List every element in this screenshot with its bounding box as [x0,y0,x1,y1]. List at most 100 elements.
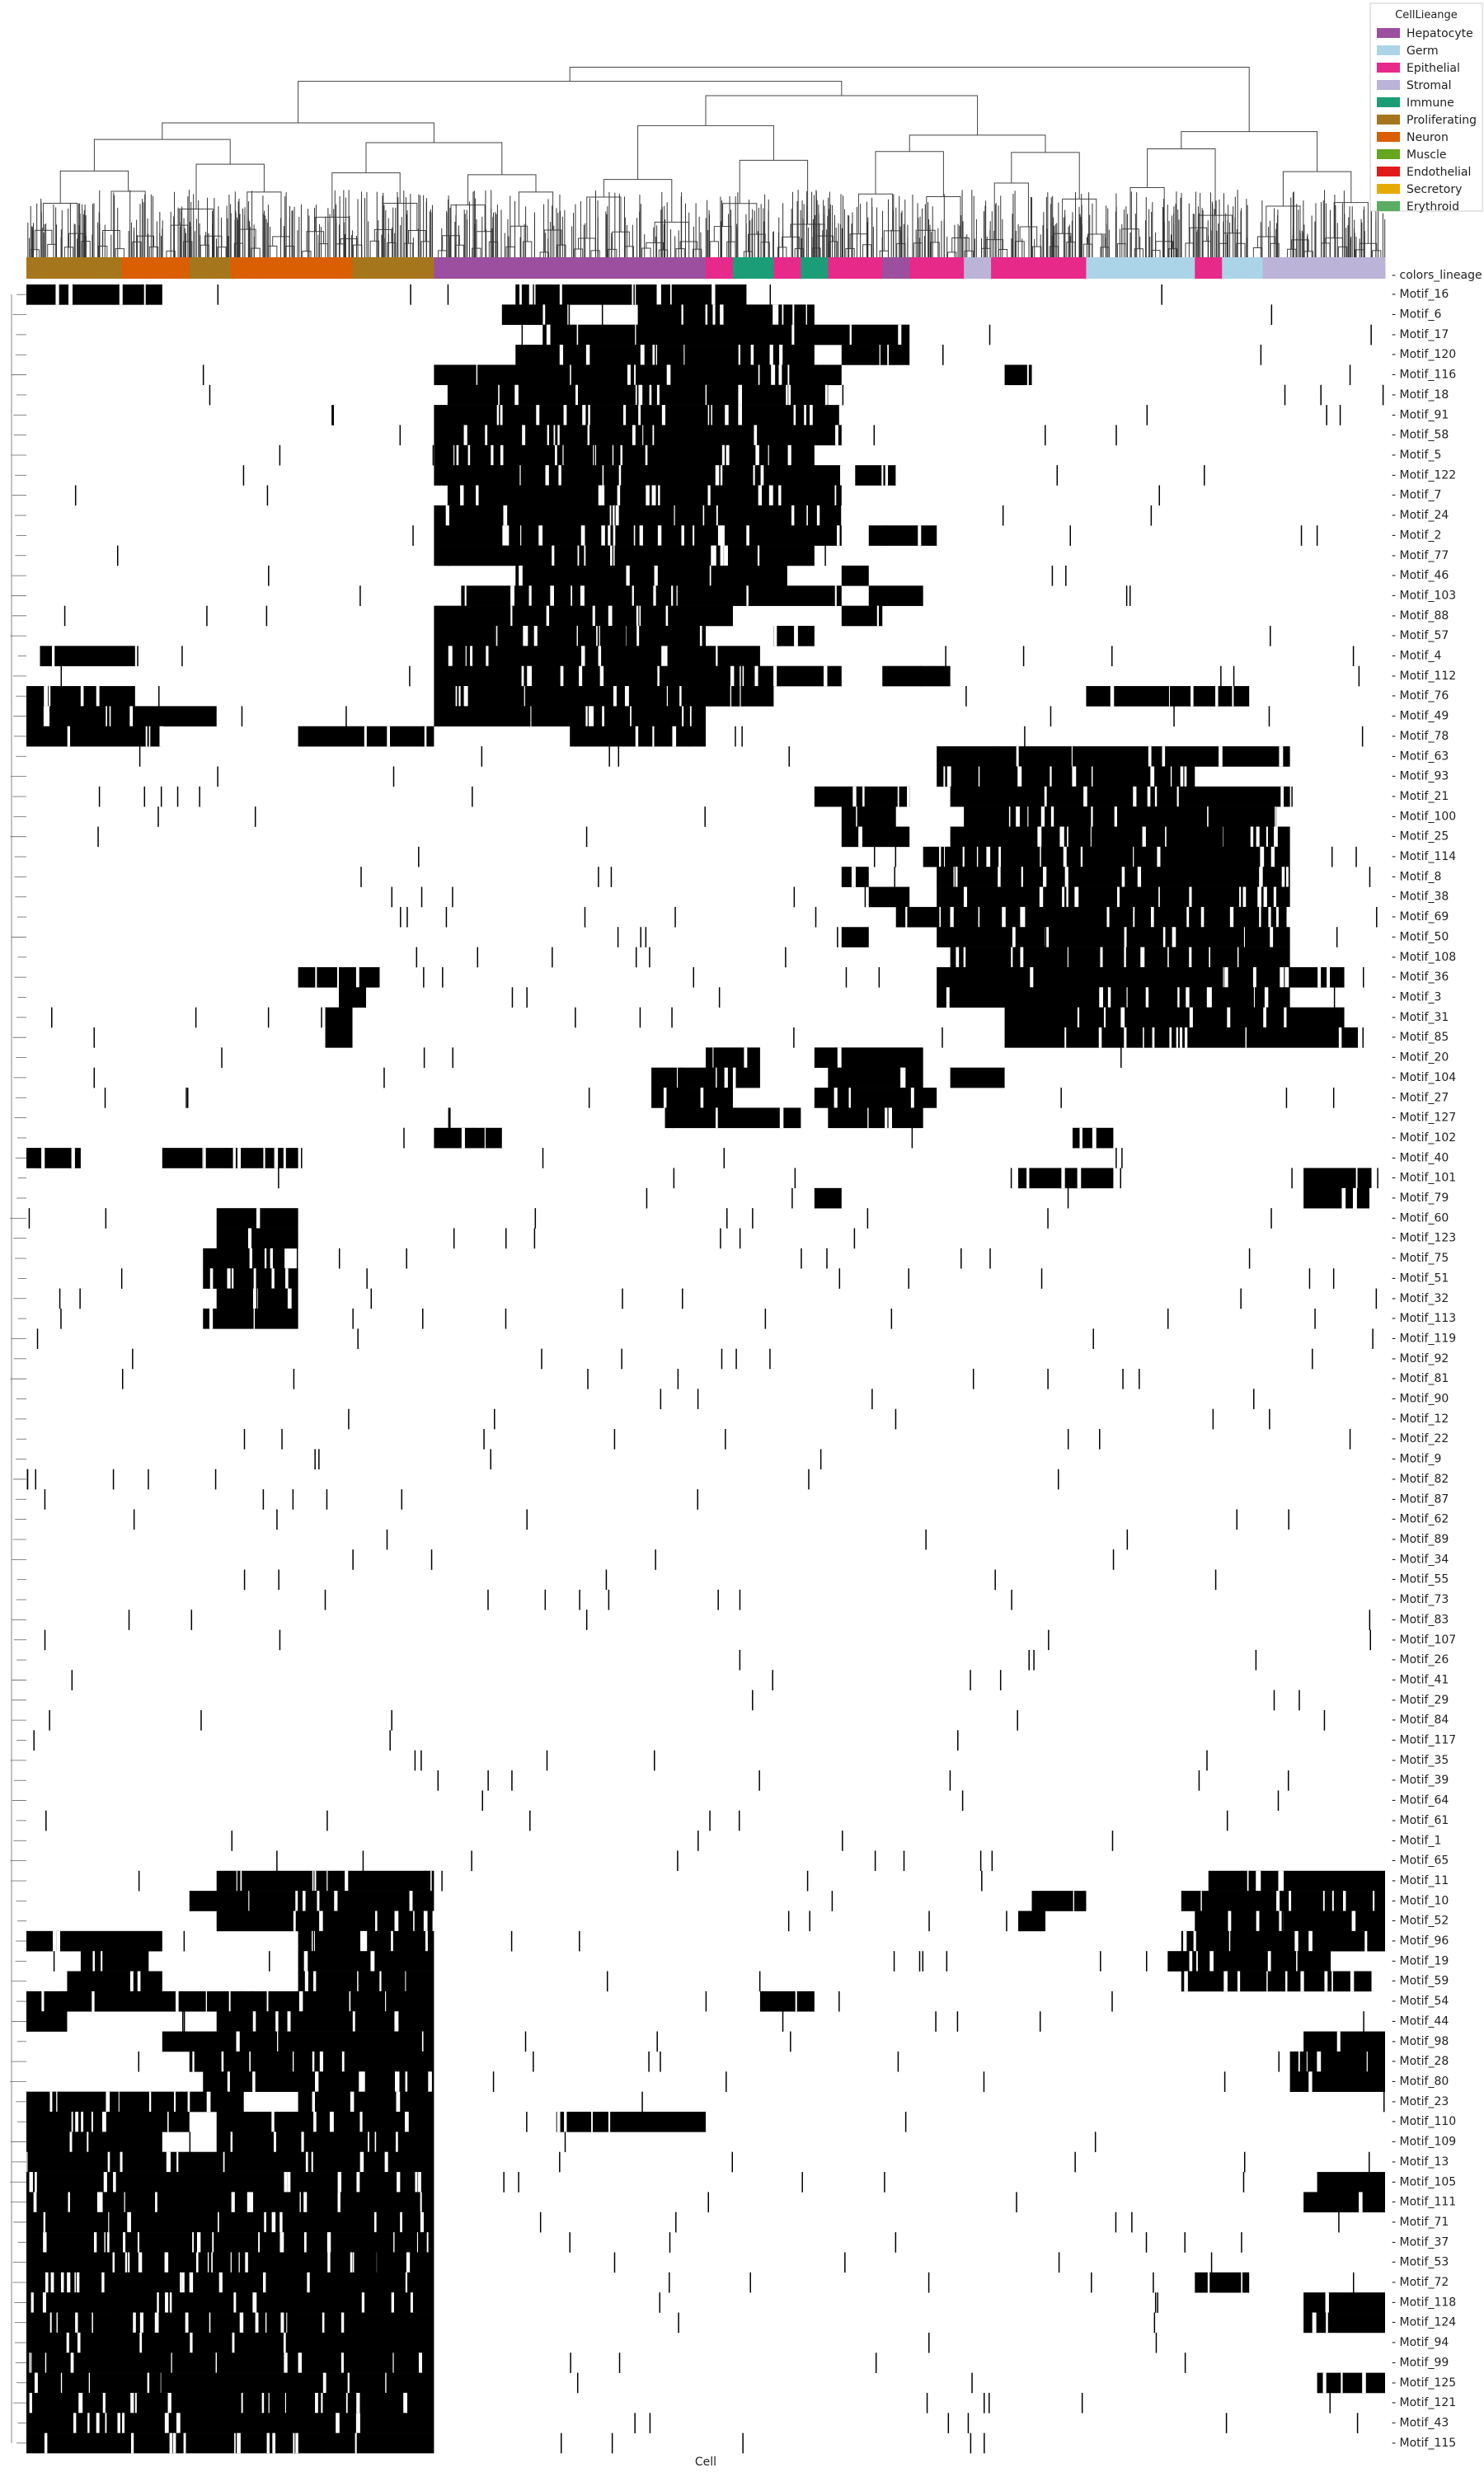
heatmap-tick [904,2112,907,2132]
heatmap-gap [608,525,611,546]
heatmap-gap [379,1971,382,1992]
heatmap-gap [779,1107,784,1129]
heatmap-gap [953,867,955,887]
row-label: - Motif_91 [1392,408,1449,421]
heatmap-gap [154,2312,159,2334]
heatmap-gap [613,505,615,526]
heatmap-gap [592,605,595,627]
heatmap-tick [679,1067,682,1088]
heatmap-tick [414,1750,416,1771]
heatmap-tick [1260,1007,1261,1028]
heatmap-gap [374,2132,377,2153]
heatmap-tick [1320,384,1322,406]
row-label: - Motif_54 [1392,1995,1449,2008]
dendro-link [298,81,843,123]
heatmap-gap [44,2432,48,2454]
heatmap-row [138,1870,1385,1892]
heatmap-block [26,2352,434,2373]
heatmap-tick [1269,1408,1270,1430]
heatmap-gap [336,966,340,988]
heatmap-gap [303,2232,307,2253]
heatmap-gap [1168,686,1170,707]
heatmap-gap [1256,826,1260,848]
heatmap-gap [102,2392,106,2414]
heatmap-gap [502,525,506,546]
heatmap-gap [1176,1027,1179,1048]
heatmap-gap [264,2211,266,2233]
heatmap-gap [107,2232,110,2253]
dendro-link [1333,202,1369,244]
dendro-link [646,242,664,251]
heatmap-tick [1024,726,1026,747]
heatmap-tick [648,2051,650,2072]
heatmap-block [937,867,1290,887]
heatmap-gap [1228,1911,1232,1932]
heatmap-gap [1336,2031,1341,2052]
heatmap-row [416,947,1290,968]
heatmap-gap [486,646,489,666]
heatmap-row [418,846,1357,867]
heatmap-gap [137,1971,141,1992]
heatmap-gap [1331,1971,1333,1992]
heatmap-tick [1308,1268,1311,1289]
heatmap-block [26,2211,434,2233]
heatmap-gap [776,304,779,326]
dendro-link [998,248,1008,257]
heatmap-gap [1184,1027,1188,1048]
heatmap-tick [1091,2272,1092,2293]
heatmap-row [133,1509,1289,1530]
heatmap-tick [1323,1709,1326,1731]
row-label: - Motif_40 [1392,1151,1449,1164]
heatmap-gap [649,384,652,406]
heatmap-gap [253,1308,256,1329]
heatmap-tick [74,485,77,506]
heatmap-gap [428,2071,432,2092]
heatmap-tick [1126,1529,1129,1550]
heatmap-block [162,2031,434,2052]
heatmap-gap [589,706,594,727]
heatmap-gap [634,364,636,386]
heatmap-gap [1373,1891,1375,1911]
heatmap-gap [287,2011,291,2032]
heatmap-tick [389,1730,391,1751]
heatmap-gap [405,1971,406,1992]
heatmap-tick [452,1047,453,1069]
heatmap-tick [60,665,63,687]
heatmap-tick [453,1228,455,1249]
heatmap-tick [359,585,361,606]
heatmap-gap [394,2011,399,2032]
heatmap-block [434,525,842,546]
row-label: - Motif_32 [1392,1292,1449,1305]
heatmap-row [339,987,1336,1008]
heatmap-row [26,2172,1385,2193]
dendro-link [247,191,282,237]
heatmap-row [157,806,1277,827]
heatmap-gap [104,2232,106,2253]
heatmap-block [434,605,733,627]
heatmap-gap [1040,846,1041,867]
heatmap-row [360,867,1371,887]
heatmap-gap [1229,906,1234,928]
heatmap-tick [1382,384,1384,406]
heatmap-gap [1338,1027,1342,1048]
heatmap-gap [608,2112,611,2132]
heatmap-row [63,605,883,627]
row-label: - Motif_99 [1392,2356,1449,2369]
lineage-segment [801,257,829,279]
heatmap-gap [464,585,467,606]
heatmap-tick [254,806,256,827]
heatmap-gap [867,1107,869,1129]
heatmap-block [1181,1930,1385,1952]
heatmap-gap [49,2312,52,2334]
heatmap-gap [1062,886,1065,908]
heatmap-block [828,1067,923,1088]
heatmap-gap [80,686,84,707]
heatmap-block [434,686,774,707]
heatmap-gap [418,2172,421,2193]
heatmap-tick [971,2372,973,2394]
heatmap-gap [258,2232,261,2253]
row-label: - Motif_115 [1392,2437,1456,2450]
dendro-link [879,250,889,257]
heatmap-gap [849,324,852,345]
heatmap-gap [638,384,643,406]
